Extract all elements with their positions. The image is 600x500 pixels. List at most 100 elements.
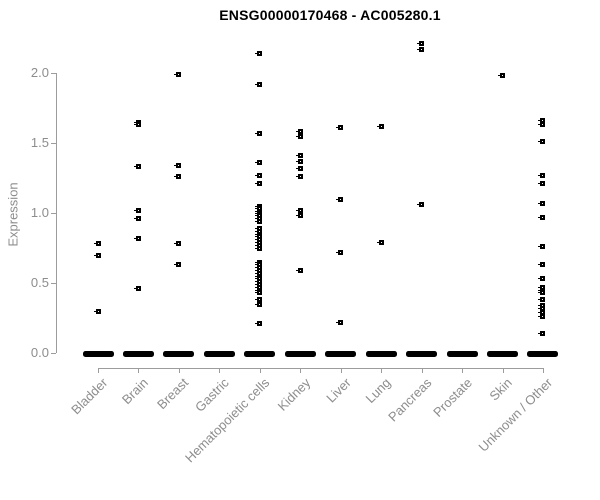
data-point bbox=[255, 242, 263, 248]
zero-expression-bar bbox=[82, 350, 114, 357]
y-tick-label: 1.0 bbox=[30, 205, 49, 220]
data-point bbox=[255, 279, 263, 285]
data-point bbox=[538, 200, 546, 206]
data-point bbox=[538, 314, 546, 320]
x-tick-mark bbox=[259, 368, 261, 373]
data-point bbox=[255, 50, 263, 56]
data-point bbox=[133, 286, 141, 292]
x-tick-mark bbox=[462, 368, 464, 373]
data-point bbox=[295, 129, 303, 135]
data-point bbox=[133, 235, 141, 241]
data-point bbox=[255, 287, 263, 293]
zero-expression-bar bbox=[122, 350, 154, 357]
data-point bbox=[255, 321, 263, 327]
data-point bbox=[255, 273, 263, 279]
y-tick-mark bbox=[51, 73, 56, 74]
data-point bbox=[417, 41, 425, 47]
data-point bbox=[255, 297, 263, 303]
data-point bbox=[255, 237, 263, 243]
x-axis-line bbox=[97, 368, 544, 369]
x-tick-mark bbox=[381, 368, 383, 373]
data-point bbox=[295, 213, 303, 219]
y-tick-label: 1.5 bbox=[30, 135, 49, 150]
data-point bbox=[538, 122, 546, 128]
zero-expression-bar bbox=[244, 350, 276, 357]
x-category-label: Skin bbox=[486, 375, 516, 404]
data-point bbox=[174, 262, 182, 268]
data-point bbox=[174, 162, 182, 168]
y-axis-line bbox=[56, 73, 57, 353]
y-tick-mark bbox=[51, 143, 56, 144]
x-category-label: Kidney bbox=[274, 375, 313, 414]
data-point bbox=[255, 265, 263, 271]
zero-expression-bar bbox=[487, 350, 518, 357]
data-point bbox=[336, 249, 344, 255]
data-point bbox=[255, 267, 263, 273]
y-tick-mark bbox=[51, 283, 56, 284]
data-point bbox=[133, 207, 141, 213]
x-category-label: Unknown / Other bbox=[475, 375, 556, 455]
zero-expression-bar bbox=[163, 350, 195, 357]
data-point bbox=[255, 206, 263, 212]
data-point bbox=[255, 301, 263, 307]
data-point bbox=[174, 71, 182, 77]
data-point bbox=[295, 165, 303, 171]
data-point bbox=[538, 305, 546, 311]
data-point bbox=[255, 130, 263, 136]
data-point bbox=[498, 73, 505, 79]
data-point bbox=[255, 81, 263, 87]
data-point bbox=[295, 153, 303, 159]
data-point bbox=[376, 239, 384, 245]
x-category-label: Prostate bbox=[429, 375, 475, 420]
data-point bbox=[538, 262, 546, 268]
data-point bbox=[255, 216, 263, 222]
data-point bbox=[255, 228, 263, 234]
data-point bbox=[295, 158, 303, 164]
data-point bbox=[93, 241, 101, 247]
zero-expression-bar bbox=[284, 350, 316, 357]
data-point bbox=[336, 319, 344, 325]
data-point bbox=[538, 214, 546, 220]
zero-expression-bar bbox=[365, 350, 397, 357]
data-point bbox=[538, 181, 546, 187]
data-point bbox=[133, 119, 141, 125]
data-point bbox=[538, 172, 546, 178]
data-point bbox=[255, 181, 263, 187]
zero-expression-bar bbox=[446, 350, 478, 357]
x-tick-mark bbox=[178, 368, 180, 373]
zero-expression-bar bbox=[203, 350, 235, 357]
x-tick-mark bbox=[542, 368, 544, 373]
data-point bbox=[295, 267, 303, 273]
x-category-label: Brain bbox=[118, 375, 152, 408]
x-tick-mark bbox=[421, 368, 423, 373]
data-point bbox=[255, 234, 263, 240]
data-point bbox=[93, 252, 101, 258]
x-tick-mark bbox=[340, 368, 342, 373]
data-point bbox=[255, 218, 263, 224]
data-point bbox=[174, 174, 182, 180]
data-point bbox=[538, 330, 546, 336]
x-tick-mark bbox=[300, 368, 302, 373]
x-category-label: Pancreas bbox=[384, 375, 435, 425]
data-point bbox=[538, 309, 546, 315]
data-point bbox=[255, 225, 263, 231]
data-point bbox=[255, 210, 263, 216]
data-point bbox=[538, 290, 546, 296]
data-point bbox=[295, 174, 303, 180]
data-point bbox=[538, 287, 546, 293]
y-tick-mark bbox=[51, 353, 56, 354]
y-tick-mark bbox=[51, 213, 56, 214]
data-point bbox=[417, 202, 425, 208]
data-point bbox=[295, 133, 303, 139]
data-point bbox=[255, 281, 263, 287]
data-point bbox=[133, 122, 141, 128]
data-point bbox=[255, 172, 263, 178]
data-point bbox=[295, 207, 303, 213]
x-tick-mark bbox=[138, 368, 140, 373]
data-point bbox=[255, 262, 263, 268]
data-point bbox=[255, 270, 263, 276]
chart-title: ENSG00000170468 - AC005280.1 bbox=[219, 7, 441, 23]
data-point bbox=[255, 276, 263, 282]
data-point bbox=[376, 123, 384, 129]
